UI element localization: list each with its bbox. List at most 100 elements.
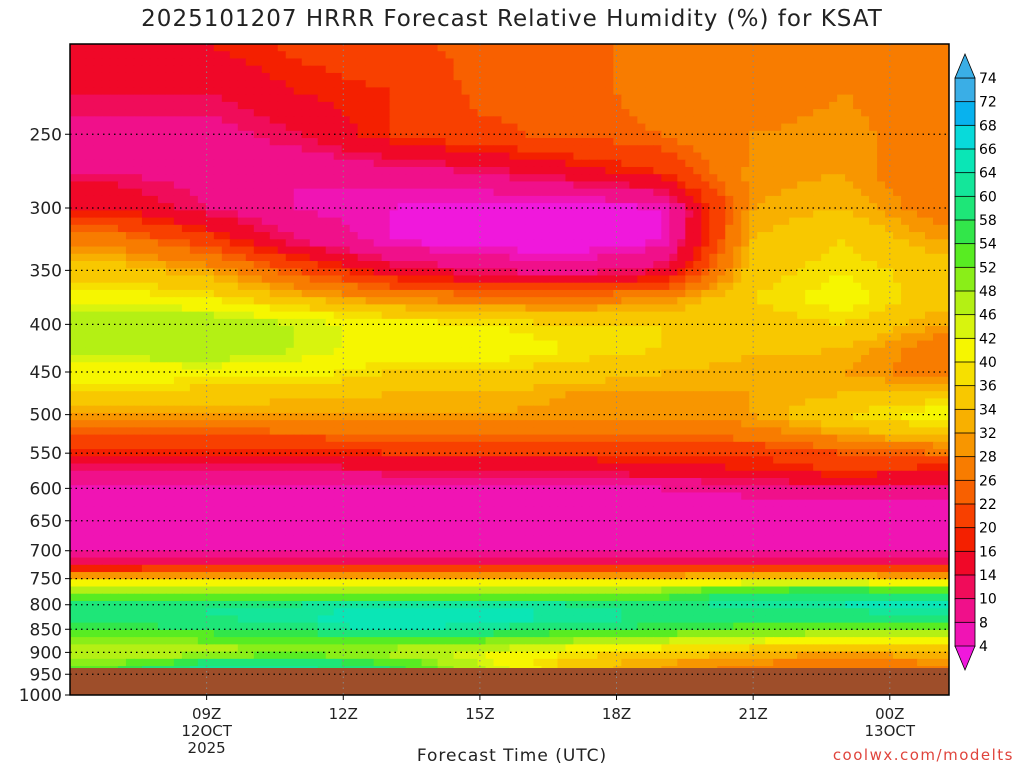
- heatmap-cell: [70, 318, 79, 327]
- heatmap-cell: [861, 340, 870, 349]
- heatmap-cell: [709, 347, 718, 356]
- heatmap-cell: [365, 275, 375, 284]
- heatmap-cell: [725, 145, 734, 154]
- heatmap-cell: [229, 159, 239, 168]
- heatmap-cell: [749, 195, 758, 204]
- heatmap-cell: [901, 159, 910, 168]
- heatmap-cell: [693, 174, 702, 183]
- heatmap-cell: [669, 239, 678, 248]
- heatmap-cell: [285, 362, 295, 371]
- heatmap-cell: [317, 326, 327, 334]
- heatmap-cell: [797, 289, 806, 298]
- heatmap-cell: [117, 253, 127, 262]
- heatmap-cell: [749, 159, 758, 168]
- heatmap-cell: [341, 232, 351, 240]
- heatmap-cell: [589, 58, 598, 67]
- heatmap-cell: [445, 181, 455, 190]
- heatmap-cell: [885, 87, 894, 96]
- heatmap-cell: [229, 362, 239, 371]
- heatmap-cell: [613, 58, 622, 67]
- heatmap-cell: [117, 246, 127, 255]
- heatmap-cell: [149, 145, 159, 154]
- heatmap-cell: [70, 145, 79, 154]
- heatmap-cell: [797, 72, 806, 81]
- heatmap-cell: [685, 261, 694, 269]
- heatmap-cell: [381, 297, 391, 305]
- heatmap-cell: [413, 347, 423, 356]
- heatmap-cell: [325, 51, 335, 60]
- heatmap-cell: [885, 333, 894, 342]
- heatmap-cell: [765, 203, 774, 211]
- heatmap-cell: [397, 268, 407, 277]
- heatmap-cell: [405, 340, 415, 349]
- heatmap-cell: [621, 123, 630, 132]
- heatmap-cell: [645, 304, 654, 313]
- heatmap-cell: [109, 297, 119, 305]
- heatmap-cell: [381, 340, 391, 349]
- heatmap-cell: [173, 166, 183, 175]
- heatmap-cell: [773, 246, 782, 255]
- heatmap-cell: [405, 253, 415, 262]
- heatmap-cell: [285, 65, 295, 74]
- heatmap-cell: [189, 109, 199, 117]
- heatmap-cell: [253, 355, 263, 363]
- heatmap-cell: [173, 181, 183, 190]
- heatmap-cell: [757, 318, 766, 327]
- heatmap-cell: [877, 80, 886, 88]
- heatmap-cell: [293, 333, 303, 342]
- heatmap-cell: [845, 289, 854, 298]
- heatmap-cell: [349, 152, 359, 161]
- heatmap-cell: [717, 58, 726, 67]
- heatmap-cell: [341, 318, 351, 327]
- heatmap-cell: [661, 145, 670, 154]
- heatmap-cell: [893, 44, 902, 52]
- heatmap-cell: [389, 253, 399, 262]
- heatmap-cell: [693, 44, 702, 52]
- heatmap-cell: [261, 65, 271, 74]
- heatmap-cell: [477, 65, 487, 74]
- heatmap-cell: [501, 224, 511, 233]
- heatmap-cell: [261, 246, 271, 255]
- heatmap-cell: [725, 65, 734, 74]
- heatmap-cell: [741, 65, 750, 74]
- heatmap-cell: [805, 72, 814, 81]
- heatmap-cell: [437, 340, 447, 349]
- heatmap-cell: [613, 159, 622, 168]
- heatmap-cell: [301, 181, 311, 190]
- heatmap-cell: [733, 261, 742, 269]
- heatmap-cell: [93, 347, 103, 356]
- heatmap-cell: [533, 87, 543, 96]
- heatmap-cell: [285, 297, 295, 305]
- heatmap-cell: [605, 246, 614, 255]
- heatmap-cell: [829, 51, 838, 60]
- heatmap-cell: [725, 326, 734, 334]
- heatmap-cell: [445, 253, 455, 262]
- heatmap-cell: [229, 80, 239, 88]
- heatmap-cell: [669, 195, 678, 204]
- heatmap-cell: [653, 246, 662, 255]
- heatmap-cell: [805, 326, 814, 334]
- heatmap-cell: [397, 159, 407, 168]
- heatmap-cell: [245, 65, 255, 74]
- heatmap-cell: [917, 203, 926, 211]
- heatmap-cell: [85, 261, 95, 269]
- heatmap-cell: [181, 116, 191, 125]
- heatmap-cell: [925, 340, 934, 349]
- heatmap-cell: [389, 166, 399, 175]
- heatmap-cell: [709, 268, 718, 277]
- heatmap-cell: [397, 297, 407, 305]
- heatmap-cell: [421, 210, 431, 219]
- heatmap-cell: [381, 123, 391, 132]
- heatmap-cell: [741, 101, 750, 110]
- heatmap-cell: [93, 232, 103, 240]
- heatmap-cell: [293, 44, 303, 52]
- heatmap-cell: [157, 304, 167, 313]
- heatmap-cell: [189, 152, 199, 161]
- heatmap-cell: [861, 326, 870, 334]
- heatmap-cell: [733, 333, 742, 342]
- heatmap-cell: [725, 282, 734, 291]
- heatmap-cell: [725, 159, 734, 168]
- heatmap-cell: [317, 275, 327, 284]
- heatmap-cell: [421, 224, 431, 233]
- heatmap-cell: [70, 159, 79, 168]
